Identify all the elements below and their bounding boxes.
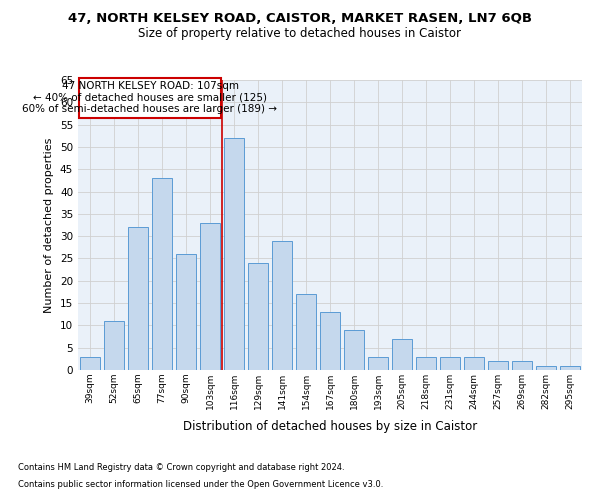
Bar (176, 254, 196, 370)
Y-axis label: Number of detached properties: Number of detached properties (44, 138, 55, 312)
Bar (560, 366, 580, 370)
X-axis label: Distribution of detached houses by size in Caistor: Distribution of detached houses by size … (183, 420, 477, 434)
Bar (248, 263, 268, 370)
Bar (80, 356, 100, 370)
Bar (200, 223, 220, 370)
Bar (296, 294, 316, 370)
Text: 47 NORTH KELSEY ROAD: 107sqm
← 40% of detached houses are smaller (125)
60% of s: 47 NORTH KELSEY ROAD: 107sqm ← 40% of de… (23, 81, 277, 114)
Bar (320, 312, 340, 370)
Bar (512, 361, 532, 370)
Bar (104, 321, 124, 370)
Bar (440, 356, 460, 370)
Text: Contains HM Land Registry data © Crown copyright and database right 2024.: Contains HM Land Registry data © Crown c… (18, 462, 344, 471)
Text: Contains public sector information licensed under the Open Government Licence v3: Contains public sector information licen… (18, 480, 383, 489)
Bar (368, 356, 388, 370)
Bar (488, 361, 508, 370)
Bar (536, 366, 556, 370)
Bar (344, 330, 364, 370)
Bar (224, 138, 244, 370)
Bar (272, 240, 292, 370)
Bar (392, 339, 412, 370)
Bar (128, 227, 148, 370)
FancyBboxPatch shape (79, 78, 221, 118)
Text: Size of property relative to detached houses in Caistor: Size of property relative to detached ho… (139, 28, 461, 40)
Bar (416, 356, 436, 370)
Bar (152, 178, 172, 370)
Text: 47, NORTH KELSEY ROAD, CAISTOR, MARKET RASEN, LN7 6QB: 47, NORTH KELSEY ROAD, CAISTOR, MARKET R… (68, 12, 532, 26)
Bar (464, 356, 484, 370)
